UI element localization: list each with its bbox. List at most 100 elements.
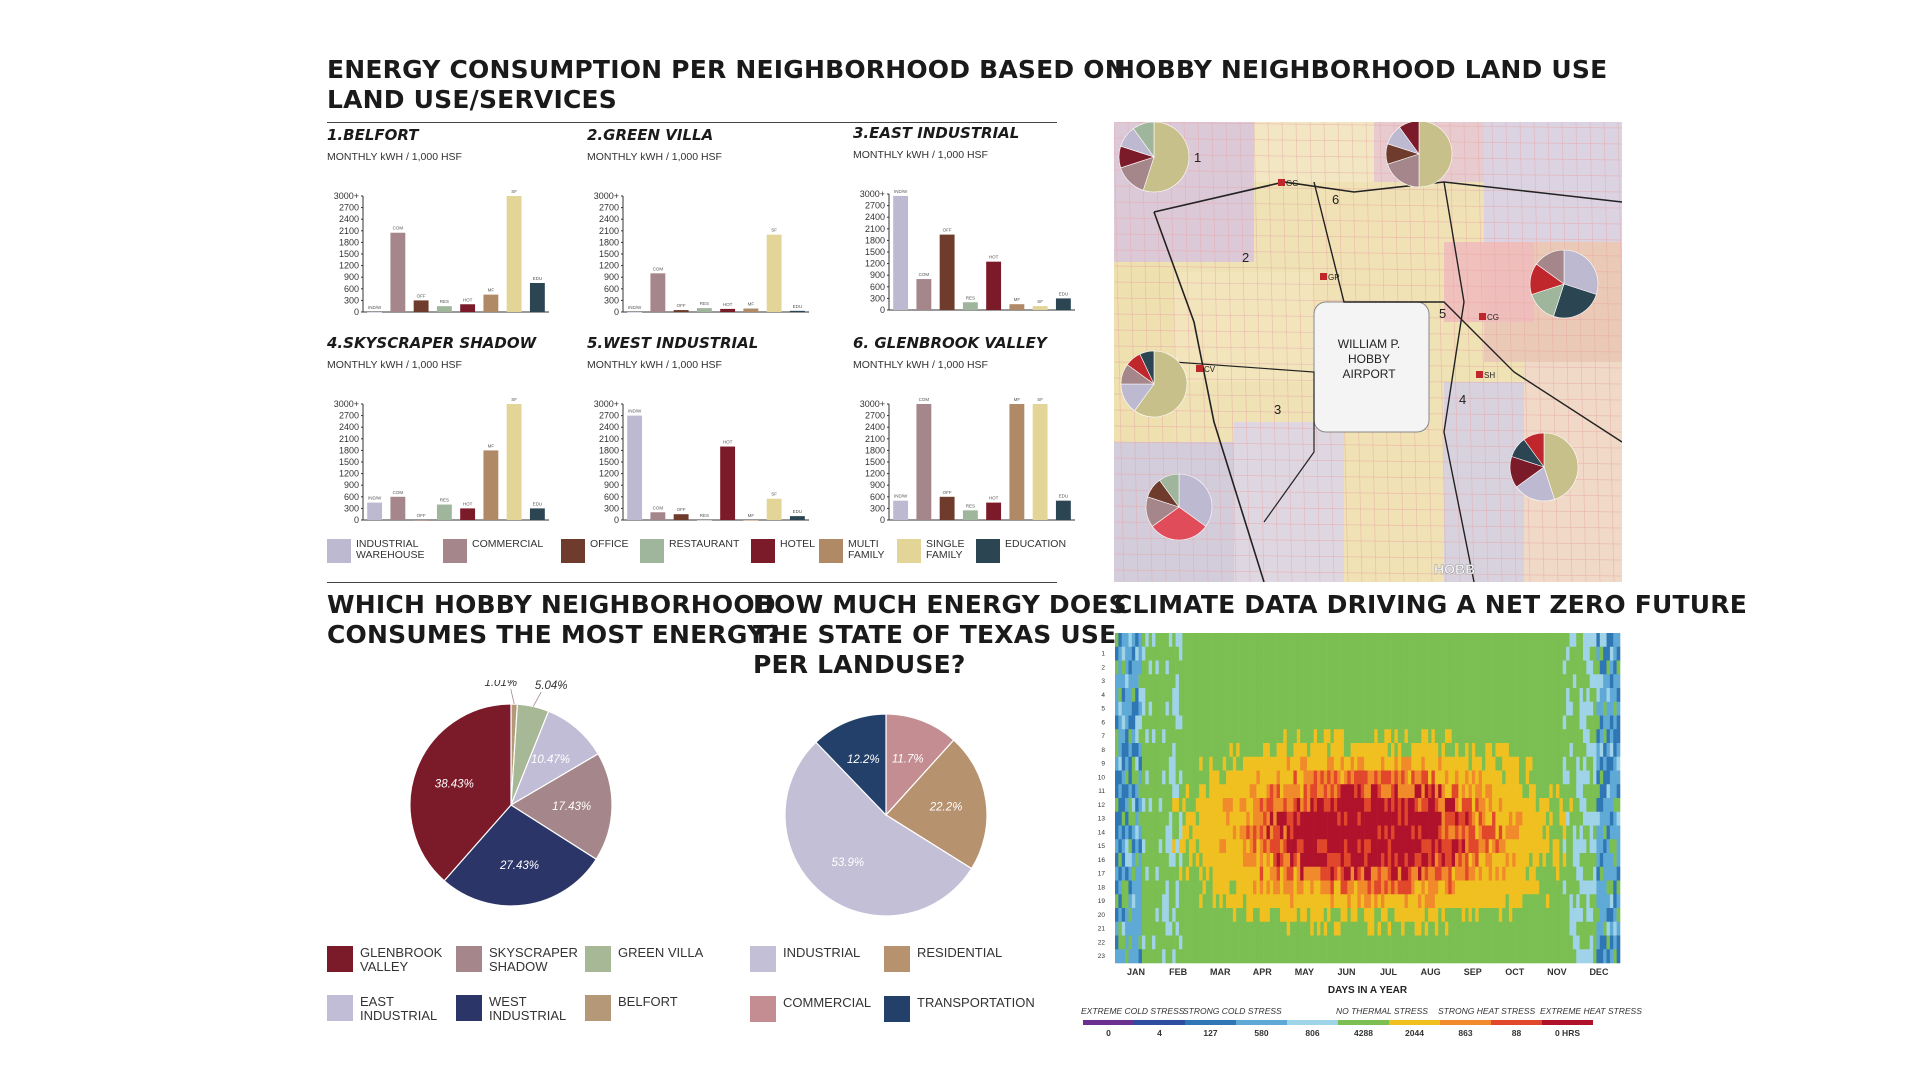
heatmap-cell: [1303, 894, 1308, 909]
heatmap-cell: [1202, 866, 1207, 881]
heatmap-cell: [1407, 908, 1412, 923]
heatmap-cell: [1451, 715, 1456, 730]
heatmap-cell: [1407, 935, 1412, 950]
heatmap-cell: [1273, 756, 1277, 771]
heatmap-cell: [1135, 660, 1139, 675]
heatmap-cell: [1209, 935, 1213, 950]
heatmap-cell: [1333, 688, 1338, 703]
heatmap-cell: [1189, 949, 1193, 964]
heatmap-cell: [1229, 784, 1234, 799]
heatmap-cell: [1421, 880, 1426, 895]
heatmap-cell: [1152, 811, 1156, 826]
heatmap-cell: [1502, 825, 1506, 840]
heatmap-cell: [1508, 798, 1513, 813]
heatmap-cell: [1593, 784, 1597, 799]
heatmap-cell: [1259, 784, 1264, 799]
heatmap-cell: [1266, 853, 1271, 868]
heatmap-cell: [1593, 660, 1597, 675]
heatmap-cell: [1313, 825, 1318, 840]
heatmap-cell: [1387, 825, 1392, 840]
heatmap-cell: [1582, 688, 1587, 703]
heatmap-cell: [1279, 756, 1284, 771]
heatmap-cell: [1532, 921, 1537, 936]
heatmap-cell: [1246, 660, 1250, 675]
heatmap-cell: [1178, 866, 1183, 881]
heatmap-cell: [1263, 935, 1267, 950]
heatmap-cell: [1168, 921, 1173, 936]
heatmap-cell: [1165, 935, 1170, 950]
heatmap-cell: [1593, 839, 1597, 854]
heatmap-cell: [1492, 935, 1496, 950]
bar: [743, 308, 759, 312]
heatmap-cell: [1276, 729, 1281, 744]
heatmap-cell: [1545, 660, 1550, 675]
heatmap-cell: [1357, 660, 1362, 675]
heatmap-cell: [1498, 908, 1503, 923]
heatmap-cell: [1596, 935, 1601, 950]
heatmap-cell: [1178, 784, 1183, 799]
heatmap-cell: [1455, 825, 1459, 840]
bar: [766, 234, 782, 312]
heatmap-x-tick: MAR: [1210, 967, 1231, 977]
heatmap-cell: [1246, 894, 1250, 909]
y-tick-label: 900: [870, 270, 885, 280]
heatmap-cell: [1411, 784, 1415, 799]
heatmap-cell: [1168, 633, 1173, 648]
heatmap-cell: [1404, 674, 1409, 689]
legend-label: RESIDENTIAL: [917, 945, 1003, 960]
heatmap-cell: [1367, 756, 1372, 771]
pie-label: 17.43%: [552, 801, 591, 813]
heatmap-cell: [1330, 894, 1335, 909]
heatmap-cell: [1229, 921, 1234, 936]
heatmap-cell: [1330, 729, 1335, 744]
heatmap-cell: [1232, 908, 1237, 923]
heatmap-cell: [1481, 688, 1486, 703]
heatmap-cell: [1343, 921, 1348, 936]
heatmap-cell: [1303, 743, 1308, 758]
heatmap-cell: [1192, 715, 1197, 730]
heatmap-cell: [1488, 688, 1493, 703]
heatmap-cell: [1141, 688, 1146, 703]
heatmap-cell: [1333, 949, 1338, 964]
heatmap-cell: [1313, 784, 1318, 799]
heatmap-cell: [1535, 688, 1540, 703]
heatmap-cell: [1613, 935, 1617, 950]
heatmap-y-tick: 8: [1101, 747, 1105, 754]
heatmap-cell: [1394, 701, 1399, 716]
heatmap-cell: [1199, 866, 1203, 881]
heatmap-cell: [1421, 674, 1426, 689]
heatmap-cell: [1539, 729, 1543, 744]
heatmap-cell: [1492, 894, 1496, 909]
heatmap-cell: [1118, 866, 1123, 881]
heatmap-cell: [1576, 743, 1580, 758]
heatmap-cell: [1364, 935, 1368, 950]
heatmap-cell: [1545, 674, 1550, 689]
heatmap-cell: [1145, 921, 1149, 936]
heatmap-cell: [1300, 743, 1304, 758]
heatmap-cell: [1219, 674, 1224, 689]
heatmap-cell: [1465, 908, 1469, 923]
heatmap-cell: [1222, 770, 1227, 785]
heatmap-cell: [1438, 949, 1442, 964]
heatmap-cell: [1609, 660, 1614, 675]
heatmap-cell: [1579, 798, 1584, 813]
heatmap-cell: [1364, 894, 1368, 909]
heatmap-cell: [1145, 646, 1149, 661]
heatmap-cell: [1519, 729, 1523, 744]
heatmap-cell: [1411, 729, 1415, 744]
heatmap-cell: [1603, 798, 1607, 813]
heatmap-cell: [1596, 853, 1601, 868]
heatmap-cell: [1508, 756, 1513, 771]
heatmap-cell: [1131, 756, 1136, 771]
heatmap-cell: [1323, 921, 1328, 936]
street: [1519, 121, 1531, 583]
heatmap-cell: [1276, 798, 1281, 813]
heatmap-cell: [1434, 811, 1439, 826]
heatmap-cell: [1471, 688, 1476, 703]
heatmap-cell: [1239, 798, 1244, 813]
heatmap-cell: [1273, 743, 1277, 758]
heatmap-cell: [1242, 674, 1247, 689]
texas-pie-chart: 11.7%22.2%53.9%12.2%: [784, 713, 988, 917]
heatmap-cell: [1502, 798, 1506, 813]
heatmap-cell: [1421, 729, 1426, 744]
